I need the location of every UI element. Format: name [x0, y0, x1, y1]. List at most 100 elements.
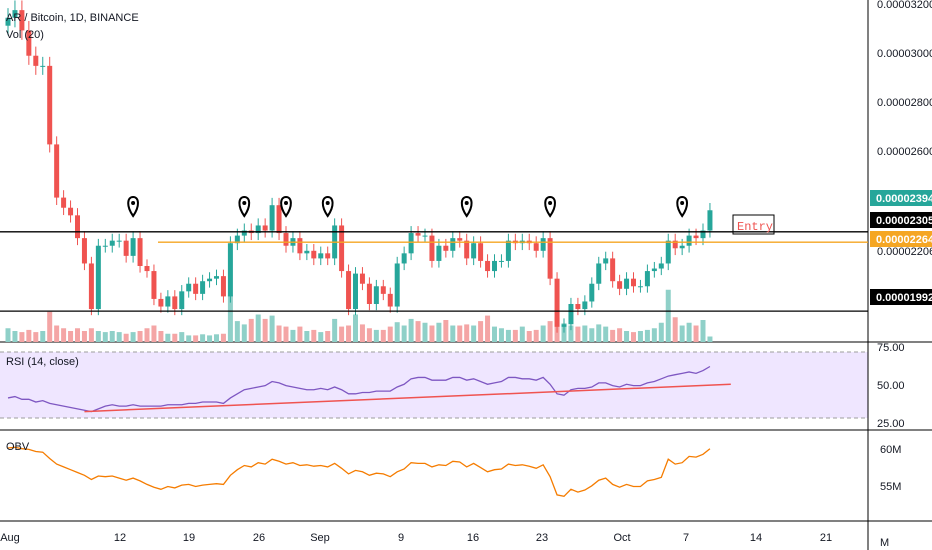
chart-title[interactable]: AR / Bitcoin, 1D, BINANCE — [6, 12, 139, 24]
volume-bar — [519, 326, 525, 342]
price-tick: 0.00003000 — [877, 48, 932, 60]
candle-body — [422, 235, 428, 237]
volume-bar — [492, 326, 497, 342]
volume-bar — [158, 331, 164, 342]
volume-bar — [325, 331, 331, 342]
lower-level-badge-text: 0.00001992 — [876, 292, 932, 304]
candle-body — [130, 238, 136, 256]
volume-bar — [241, 324, 247, 342]
entry-annotation[interactable]: Entry — [732, 214, 775, 235]
candle-body — [700, 230, 706, 239]
candle-body — [450, 238, 456, 251]
volume-bar — [366, 328, 372, 342]
candle-body — [380, 286, 386, 294]
upper-level-badge — [870, 212, 932, 228]
pin-marker-dot — [680, 201, 685, 205]
candle-body — [554, 278, 560, 327]
x-tick: 16 — [467, 532, 479, 544]
candle-body — [325, 253, 331, 259]
volume-bar — [700, 320, 706, 342]
volume-bar — [380, 329, 386, 342]
volume-bar — [332, 318, 338, 342]
volume-bar — [255, 314, 261, 342]
price-tick: 0.00002800 — [877, 97, 932, 109]
pin-marker-dot — [464, 201, 469, 205]
candle-body — [234, 235, 240, 244]
candle-body — [227, 243, 233, 297]
candle-body — [33, 55, 39, 66]
volume-bar — [116, 332, 122, 342]
volume-bar — [234, 321, 240, 342]
volume-bar — [109, 331, 115, 342]
volume-bar — [68, 331, 74, 342]
price-tick: 0.00003200 — [877, 0, 932, 11]
price-levels — [0, 231, 868, 312]
volume-bar — [186, 335, 192, 342]
volume-bar — [679, 325, 685, 342]
candle-body — [561, 324, 567, 327]
volume-label[interactable]: Vol (20) — [6, 29, 44, 41]
volume-bar — [631, 332, 636, 342]
volume-bar — [283, 326, 289, 342]
candle-body — [144, 266, 150, 272]
price-tick: 0.00002600 — [877, 146, 932, 158]
candle-body — [200, 281, 206, 294]
volume-bar — [151, 325, 157, 342]
candle-body — [547, 238, 553, 279]
candle-body — [304, 250, 310, 254]
obv-label[interactable]: OBV — [6, 441, 30, 453]
volume-bar — [339, 326, 345, 342]
candle-body — [158, 298, 164, 307]
volume-bar — [603, 326, 609, 342]
candle-body — [165, 296, 171, 307]
candle-body — [214, 276, 219, 279]
candle-body — [137, 238, 143, 266]
candle-body — [589, 283, 595, 302]
candle-body — [366, 283, 372, 304]
volume-bar — [47, 311, 53, 342]
volume-bar — [575, 326, 581, 342]
volume-bar — [540, 325, 546, 342]
volume-bar — [498, 328, 504, 342]
candle-body — [262, 225, 268, 231]
volume-bar — [269, 315, 275, 342]
entry-box — [732, 214, 775, 235]
rsi-series — [7, 365, 731, 413]
volume-bar — [422, 322, 428, 342]
candle-body — [415, 233, 421, 236]
volume-bar — [644, 329, 650, 342]
volume-bar — [54, 325, 60, 342]
volume-bar — [248, 318, 254, 342]
rsi-band — [0, 352, 868, 418]
candle-body — [505, 240, 511, 261]
x-tick: Aug — [0, 532, 20, 544]
candle-body — [151, 271, 157, 299]
candle-body — [651, 268, 657, 272]
rsi-label[interactable]: RSI (14, close) — [6, 356, 79, 368]
axis-corner-label: M — [880, 537, 889, 549]
volume-bar — [485, 315, 491, 342]
volume-bar — [130, 332, 136, 342]
last-price-badge-text: 0.00002394 — [876, 193, 932, 205]
candle-body — [88, 263, 94, 310]
volume-bar — [75, 328, 80, 342]
candle-body — [679, 245, 685, 249]
lower-level-badge — [870, 289, 932, 305]
volume-bar — [40, 331, 46, 342]
volume-bar — [144, 328, 150, 342]
volume-bar — [651, 328, 657, 342]
pin-marker-dot — [284, 201, 288, 205]
volume-bar — [637, 331, 643, 342]
volume-bar — [686, 322, 692, 342]
pin-markers — [127, 195, 689, 218]
candle-body — [631, 278, 636, 287]
volume-bar — [672, 317, 678, 342]
volume-bar — [429, 325, 435, 342]
candle-body — [255, 225, 261, 234]
volume-bar — [359, 324, 365, 342]
candle-body — [123, 240, 129, 256]
volume-bar — [547, 321, 553, 342]
volume-bar — [582, 325, 588, 342]
candle-body — [464, 240, 470, 259]
